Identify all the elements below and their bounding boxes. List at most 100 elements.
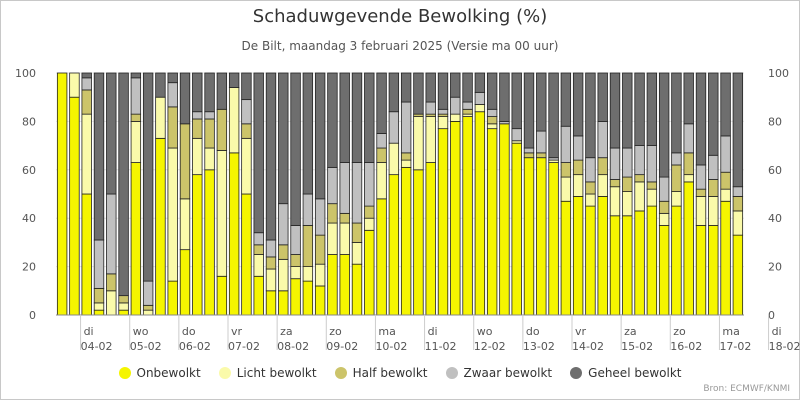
bar-segment-geheel-bewolkt: [302, 72, 314, 195]
bar-segment-half-bewolkt: [597, 157, 608, 176]
bar-segment-licht-bewolkt: [732, 210, 744, 236]
bar-segment-geheel-bewolkt: [290, 72, 301, 226]
bar-segment-licht-bewolkt: [81, 113, 92, 195]
bar-segment-geheel-bewolkt: [560, 72, 572, 127]
bar-segment-geheel-bewolkt: [192, 72, 203, 113]
bar-segment-onbewolkt: [474, 111, 486, 316]
legend-label: Geheel bewolkt: [588, 366, 682, 380]
bar-segment-half-bewolkt: [683, 152, 694, 176]
bar-segment-licht-bewolkt: [622, 191, 633, 217]
bar-segment-half-bewolkt: [658, 200, 670, 214]
bar-segment-geheel-bewolkt: [462, 72, 473, 103]
bar-segment-licht-bewolkt: [339, 222, 350, 255]
bar-segment-zwaar-bewolkt: [130, 77, 142, 115]
legend-swatch: [445, 367, 458, 379]
bar-segment-half-bewolkt: [179, 123, 191, 200]
bar-segment-half-bewolkt: [302, 225, 314, 268]
bar-segment-licht-bewolkt: [314, 263, 326, 287]
bar-segment-licht-bewolkt: [658, 212, 670, 226]
legend-item[interactable]: Half bewolkt: [334, 366, 428, 380]
bar-segment-licht-bewolkt: [572, 174, 584, 197]
bar-segment-geheel-bewolkt: [474, 72, 486, 93]
bar-segment-licht-bewolkt: [179, 198, 191, 251]
bar-segment-geheel-bewolkt: [609, 72, 621, 149]
bar-segment-licht-bewolkt: [216, 150, 228, 277]
bar-segment-licht-bewolkt: [351, 241, 363, 265]
bar-segment-zwaar-bewolkt: [364, 162, 375, 207]
bar-segment-licht-bewolkt: [585, 193, 596, 207]
bar-segment-onbewolkt: [155, 137, 166, 316]
bar-segment-licht-bewolkt: [118, 302, 129, 311]
y-tick-label-right: 80: [768, 115, 782, 128]
legend-item[interactable]: Licht bewolkt: [218, 366, 317, 380]
bar-segment-geheel-bewolkt: [241, 72, 252, 101]
bar-segment-licht-bewolkt: [130, 121, 142, 163]
bar-segment-half-bewolkt: [93, 287, 105, 304]
bar-segment-onbewolkt: [499, 123, 510, 316]
bar-segment-geheel-bewolkt: [81, 72, 92, 79]
x-date-label: 05-02: [130, 340, 162, 353]
bar-segment-zwaar-bewolkt: [425, 101, 436, 115]
bar-segment-licht-bewolkt: [708, 196, 719, 226]
bar-segment-half-bewolkt: [560, 162, 572, 178]
bar-segment-onbewolkt: [609, 215, 621, 316]
legend-item[interactable]: Onbewolkt: [118, 366, 201, 380]
x-date-label: 16-02: [670, 340, 702, 353]
bar-segment-licht-bewolkt: [400, 159, 412, 168]
bar-segment-geheel-bewolkt: [646, 72, 658, 146]
bar-segment-half-bewolkt: [634, 174, 645, 183]
bar-segment-geheel-bewolkt: [597, 72, 608, 122]
bar-segment-licht-bewolkt: [142, 309, 154, 316]
y-tick-label-right: 60: [768, 164, 782, 177]
legend-item[interactable]: Geheel bewolkt: [570, 366, 682, 380]
bar-segment-geheel-bewolkt: [228, 72, 240, 88]
bar-segment-half-bewolkt: [462, 108, 473, 115]
bar-segment-onbewolkt: [216, 275, 228, 316]
bar-segment-onbewolkt: [327, 254, 338, 316]
y-tick-label-right: 20: [768, 261, 782, 274]
bar-segment-onbewolkt: [683, 181, 694, 316]
legend-swatch: [334, 367, 347, 379]
bar-segment-onbewolkt: [265, 290, 277, 316]
x-date-label: 07-02: [228, 340, 260, 353]
bar-segment-onbewolkt: [93, 309, 105, 316]
bar-segment-onbewolkt: [192, 174, 203, 316]
bar-segment-geheel-bewolkt: [413, 72, 424, 115]
x-day-label: ma: [722, 325, 739, 338]
legend-label: Zwaar bewolkt: [463, 366, 553, 380]
bar-segment-half-bewolkt: [708, 179, 719, 197]
bar-segment-half-bewolkt: [118, 295, 129, 304]
x-day-label: vr: [575, 325, 587, 338]
bar-segment-onbewolkt: [695, 225, 707, 316]
bar-segment-geheel-bewolkt: [204, 72, 215, 113]
bar-segment-onbewolkt: [486, 128, 498, 316]
bar-segment-onbewolkt: [437, 128, 449, 316]
x-day-label: zo: [673, 325, 686, 338]
legend-item[interactable]: Zwaar bewolkt: [445, 366, 553, 380]
y-tick-label-left: 60: [22, 164, 36, 177]
source-label: Bron: ECMWF/KNMI: [703, 384, 790, 394]
bar-segment-onbewolkt: [388, 174, 400, 316]
legend-swatch: [570, 367, 583, 379]
bar-segment-zwaar-bewolkt: [622, 147, 633, 178]
bar-segment-licht-bewolkt: [364, 217, 375, 231]
x-day-label: vr: [231, 325, 243, 338]
bar-segment-zwaar-bewolkt: [609, 147, 621, 180]
bar-segment-zwaar-bewolkt: [314, 198, 326, 236]
bar-segment-zwaar-bewolkt: [192, 111, 203, 120]
bar-segment-licht-bewolkt: [634, 181, 645, 212]
bar-segment-licht-bewolkt: [167, 147, 178, 282]
chart-subtitle: De Bilt, maandag 3 februari 2025 (Versie…: [241, 39, 559, 53]
bar-segment-half-bewolkt: [339, 212, 350, 224]
bar-segment-half-bewolkt: [364, 205, 375, 219]
bar-segment-half-bewolkt: [167, 106, 178, 149]
bar-segment-licht-bewolkt: [106, 290, 117, 316]
x-day-label: di: [772, 325, 782, 338]
x-date-label: 18-02: [769, 340, 800, 353]
bar-segment-geheel-bewolkt: [425, 72, 436, 103]
bar-segment-geheel-bewolkt: [376, 72, 387, 134]
bar-segment-geheel-bewolkt: [658, 72, 670, 178]
bar-segment-onbewolkt: [118, 309, 129, 316]
bar-segment-geheel-bewolkt: [622, 72, 633, 149]
bar-segment-geheel-bewolkt: [572, 72, 584, 137]
